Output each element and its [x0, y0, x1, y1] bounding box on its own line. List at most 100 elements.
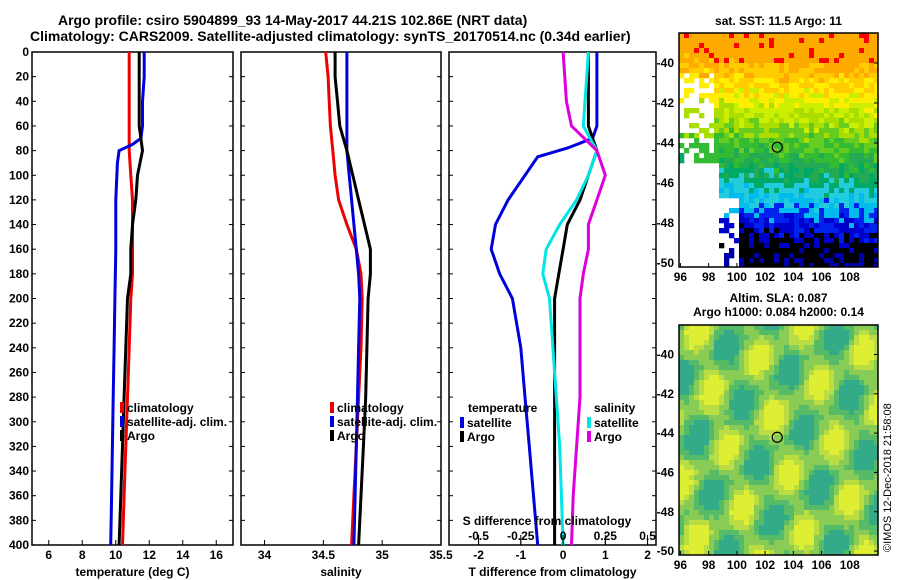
map-cell	[724, 43, 730, 49]
map-cell	[749, 238, 755, 244]
map-cell	[834, 405, 840, 411]
map-cell	[749, 158, 755, 164]
map-cell	[759, 98, 765, 104]
map-cell	[749, 198, 755, 204]
map-cell	[844, 233, 850, 239]
map-cell	[749, 233, 755, 239]
map-cell	[864, 118, 870, 124]
map-cell	[874, 263, 879, 268]
x-tick-label: 34	[258, 548, 272, 562]
map-cell	[869, 93, 875, 99]
map-cell	[869, 360, 875, 366]
map-cell	[739, 203, 745, 209]
map-cell	[764, 38, 770, 44]
map-cell	[774, 335, 780, 341]
map-cell	[829, 113, 835, 119]
map-cell	[869, 78, 875, 84]
map-cell	[864, 495, 870, 501]
map-cell	[714, 390, 720, 396]
map-cell	[789, 360, 795, 366]
map-cell	[704, 450, 710, 456]
map-cell	[789, 455, 795, 461]
map-cell	[679, 500, 685, 506]
map-x-tick-label: 104	[783, 558, 803, 572]
map-cell	[739, 540, 745, 546]
map-cell	[764, 355, 770, 361]
map-cell	[819, 208, 825, 214]
map-cell	[769, 415, 775, 421]
map-cell	[754, 340, 760, 346]
map-cell	[749, 465, 755, 471]
map-cell	[824, 148, 830, 154]
map-cell	[744, 375, 750, 381]
map-cell	[824, 390, 830, 396]
map-cell	[814, 435, 820, 441]
map-cell	[809, 43, 815, 49]
map-cell	[714, 425, 720, 431]
map-cell	[859, 263, 865, 268]
map-cell	[794, 168, 800, 174]
map-cell	[874, 425, 879, 431]
map-cell	[839, 73, 845, 79]
map-cell	[799, 183, 805, 189]
map-cell	[759, 430, 765, 436]
map-cell	[724, 550, 730, 556]
map-cell	[869, 335, 875, 341]
map-cell	[724, 193, 730, 199]
map-cell	[844, 243, 850, 249]
map-cell	[874, 490, 879, 496]
map-cell	[784, 500, 790, 506]
map-cell	[864, 410, 870, 416]
map-cell	[749, 73, 755, 79]
map-cell	[834, 440, 840, 446]
legend-label: Argo	[594, 430, 622, 444]
map-cell	[769, 510, 775, 516]
map-cell	[704, 335, 710, 341]
map-cell	[714, 138, 720, 144]
map-cell	[859, 380, 865, 386]
map-cell	[759, 133, 765, 139]
map-cell	[789, 168, 795, 174]
legend-title-salinity: salinity	[594, 401, 636, 415]
map-cell	[864, 123, 870, 129]
map-cell	[769, 460, 775, 466]
map-cell	[849, 158, 855, 164]
map-cell	[854, 520, 860, 526]
map-cell	[874, 415, 879, 421]
map-cell	[809, 460, 815, 466]
map-cell	[854, 113, 860, 119]
map-cell	[819, 520, 825, 526]
map-cell	[824, 480, 830, 486]
map-cell	[809, 395, 815, 401]
map-cell	[734, 133, 740, 139]
map-cell	[729, 385, 735, 391]
map-cell	[869, 193, 875, 199]
map-cell	[824, 213, 830, 219]
map-cell	[769, 198, 775, 204]
map-cell	[849, 490, 855, 496]
map-cell	[739, 233, 745, 239]
map-cell	[799, 73, 805, 79]
map-cell	[839, 465, 845, 471]
map-cell	[804, 325, 810, 331]
map-cell	[849, 370, 855, 376]
map-cell	[804, 188, 810, 194]
map-cell	[749, 420, 755, 426]
map-cell	[779, 223, 785, 229]
map-cell	[689, 530, 695, 536]
map-cell	[784, 335, 790, 341]
map-cell	[714, 63, 720, 69]
map-cell	[839, 148, 845, 154]
map-cell	[694, 38, 700, 44]
map-cell	[819, 53, 825, 59]
map-cell	[779, 485, 785, 491]
map-cell	[844, 345, 850, 351]
map-cell	[834, 248, 840, 254]
map-cell	[734, 475, 740, 481]
map-cell	[849, 395, 855, 401]
map-cell	[684, 93, 690, 99]
map-cell	[774, 515, 780, 521]
legend-label: satellite	[594, 416, 639, 430]
map-cell	[784, 258, 790, 264]
map-cell	[839, 460, 845, 466]
